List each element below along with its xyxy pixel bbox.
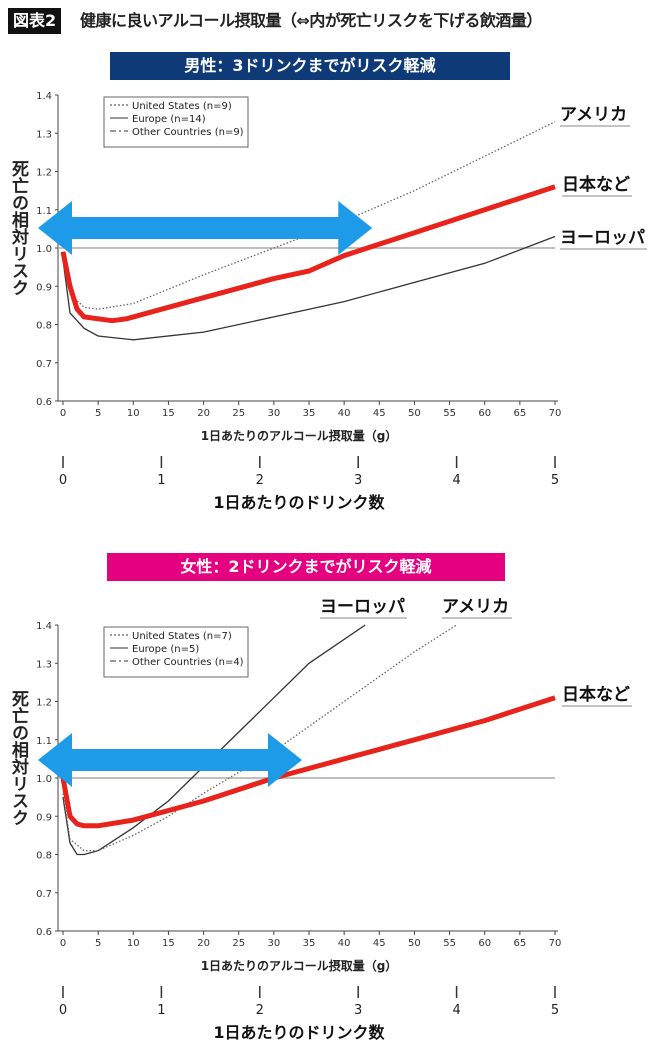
drink-tick-label: 4 [452, 1003, 460, 1018]
drink-tick-label: 5 [551, 1003, 559, 1018]
y-tick-label: 1.0 [36, 244, 52, 255]
x-axis-title: 1日あたりのアルコール摂取量（g） [201, 958, 398, 973]
y-tick-label: 0.9 [36, 812, 52, 823]
y-tick-label: 1.0 [36, 774, 52, 785]
x-tick-label: 25 [232, 408, 245, 419]
y-tick-label: 1.1 [36, 206, 52, 217]
x-tick-label: 10 [127, 408, 140, 419]
figure-title: 健康に良いアルコール摂取量（⇔内が死亡リスクを下げる飲酒量） [80, 11, 542, 30]
x-tick-label: 35 [303, 938, 316, 949]
x-tick-label: 35 [303, 408, 316, 419]
y-tick-label: 1.2 [36, 698, 52, 709]
x-tick-label: 50 [408, 938, 421, 949]
double-arrow-icon [38, 733, 302, 787]
x-tick-label: 65 [513, 408, 526, 419]
x-tick-label: 30 [267, 938, 280, 949]
legend-entry: United States (n=7) [132, 631, 232, 642]
x-tick-label: 10 [127, 938, 140, 949]
chart-0: 0.60.70.80.91.01.11.21.31.40 5 10 15 20 25 30 3… [8, 91, 647, 512]
x-tick-label: 15 [162, 408, 175, 419]
drink-tick-label: 3 [354, 473, 362, 488]
y-tick-label: 1.1 [36, 736, 52, 747]
x-tick-label: 25 [232, 938, 245, 949]
series-label: 日本など [562, 684, 630, 705]
y-tick-label: 1.4 [36, 621, 52, 632]
women-banner: 女性：2ドリンクまでがリスク軽減 [107, 553, 505, 581]
x-tick-label: 20 [197, 938, 210, 949]
y-axis-title: 死亡の相対リスク [8, 690, 30, 826]
y-tick-label: 0.6 [36, 397, 52, 408]
x-tick-label: 0 [60, 408, 66, 419]
y-tick-label: 1.3 [36, 129, 52, 140]
drink-tick-label: 0 [59, 473, 67, 488]
x-tick-label: 20 [197, 408, 210, 419]
x-axis-title: 1日あたりのアルコール摂取量（g） [201, 428, 398, 443]
drink-tick-label: 4 [452, 473, 460, 488]
series-line-europe [62, 235, 556, 341]
x-tick-label: 60 [478, 408, 491, 419]
drink-tick-label: 1 [157, 1003, 165, 1018]
double-arrow-icon [38, 201, 373, 255]
series-label: アメリカ [442, 597, 509, 617]
figure-badge: 図表2 [8, 8, 62, 34]
drink-tick-label: 3 [354, 1003, 362, 1018]
y-tick-label: 0.8 [36, 321, 52, 332]
series-label: アメリカ [560, 105, 627, 125]
x-tick-label: 60 [478, 938, 491, 949]
drink-axis-title: 1日あたりのドリンク数 [213, 1023, 385, 1042]
drink-tick-label: 5 [551, 473, 559, 488]
y-tick-label: 1.4 [36, 91, 52, 102]
legend-entry: United States (n=9) [132, 101, 232, 112]
drink-tick-label: 2 [256, 1003, 264, 1018]
x-tick-label: 55 [443, 408, 456, 419]
drink-tick-label: 1 [157, 473, 165, 488]
x-tick-label: 55 [443, 938, 456, 949]
series-line-united-states [62, 624, 457, 852]
y-tick-label: 1.3 [36, 659, 52, 670]
y-tick-label: 0.7 [36, 889, 52, 900]
series-label: ヨーロッパ [560, 228, 645, 248]
x-tick-label: 40 [338, 408, 351, 419]
x-tick-label: 50 [408, 408, 421, 419]
x-tick-label: 70 [549, 938, 562, 949]
legend-entry: Other Countries (n=9) [132, 127, 244, 138]
x-tick-label: 45 [373, 408, 386, 419]
x-tick-label: 0 [60, 938, 66, 949]
legend-entry: Europe (n=14) [132, 114, 206, 125]
x-tick-label: 70 [549, 408, 562, 419]
series-line-united-states [62, 121, 556, 310]
x-tick-label: 5 [95, 938, 101, 949]
series-line-japan-etc- [60, 695, 556, 829]
x-tick-label: 30 [267, 408, 280, 419]
drink-axis-title: 1日あたりのドリンク数 [213, 493, 385, 512]
legend-entry: Other Countries (n=4) [132, 657, 244, 668]
x-tick-label: 15 [162, 938, 175, 949]
chart-1: 0.60.70.80.91.01.11.21.31.40 5 10 15 20 25 30 3… [8, 597, 632, 1042]
y-tick-label: 1.2 [36, 168, 52, 179]
men-banner: 男性：3ドリンクまでがリスク軽減 [110, 52, 510, 80]
y-axis-title: 死亡の相対リスク [8, 160, 30, 296]
x-tick-label: 65 [513, 938, 526, 949]
y-tick-label: 0.7 [36, 359, 52, 370]
y-tick-label: 0.9 [36, 282, 52, 293]
legend-entry: Europe (n=5) [132, 644, 199, 655]
y-tick-label: 0.8 [36, 851, 52, 862]
y-tick-label: 0.6 [36, 927, 52, 938]
x-tick-label: 40 [338, 938, 351, 949]
series-line-japan-etc- [60, 184, 556, 324]
series-label: ヨーロッパ [320, 597, 405, 617]
x-tick-label: 5 [95, 408, 101, 419]
x-tick-label: 45 [373, 938, 386, 949]
series-label: 日本など [562, 174, 630, 195]
drink-tick-label: 2 [256, 473, 264, 488]
drink-tick-label: 0 [59, 1003, 67, 1018]
